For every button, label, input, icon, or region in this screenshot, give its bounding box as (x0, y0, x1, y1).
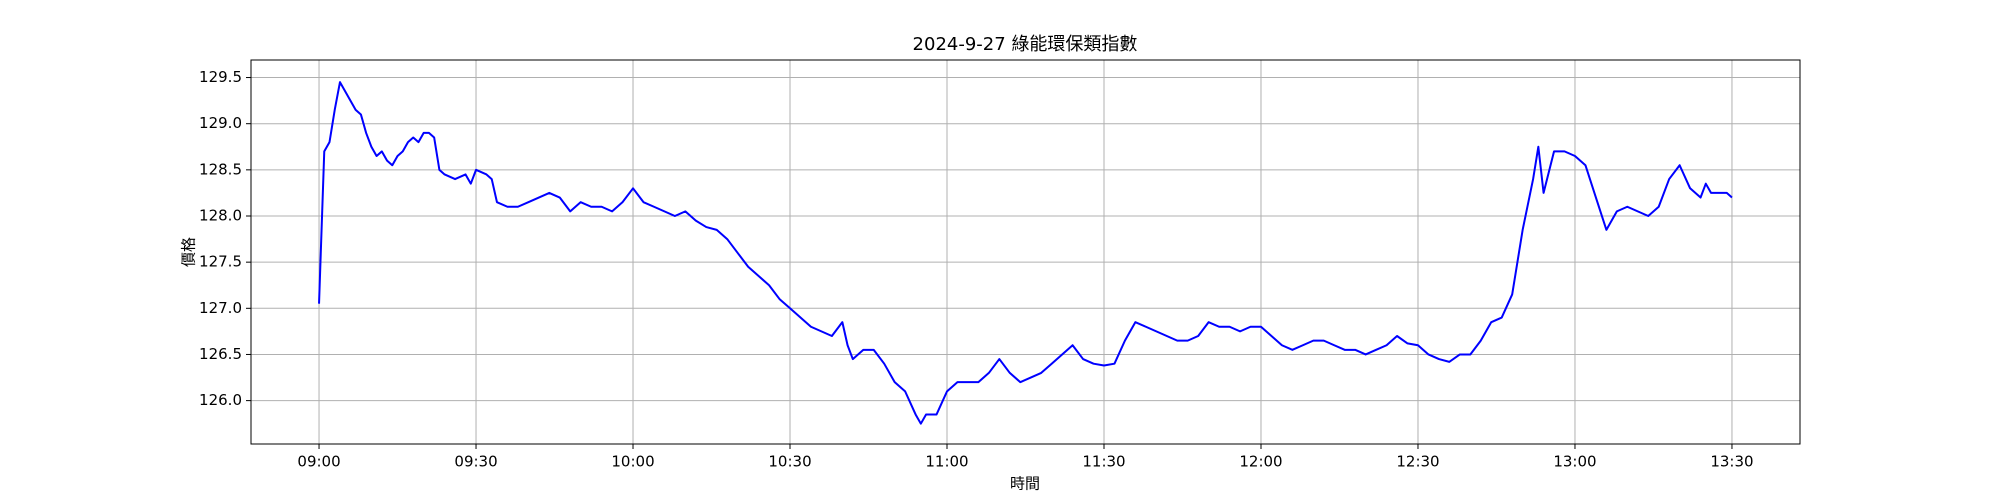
x-tick-label: 13:00 (1553, 453, 1596, 471)
x-tick-label: 11:00 (925, 453, 968, 471)
x-tick-label: 13:30 (1710, 453, 1753, 471)
y-tick-label: 127.0 (199, 299, 242, 317)
y-tick-label: 127.5 (199, 253, 242, 271)
chart-title: 2024-9-27 綠能環保類指數 (913, 34, 1138, 55)
x-tick-label: 09:00 (297, 453, 340, 471)
y-axis-label: 價格 (180, 237, 198, 267)
y-tick-label: 129.0 (199, 114, 242, 132)
x-tick-label: 12:30 (1396, 453, 1439, 471)
x-tick-label: 09:30 (454, 453, 497, 471)
x-tick-label: 10:30 (768, 453, 811, 471)
x-tick-label: 12:00 (1239, 453, 1282, 471)
y-tick-label: 126.5 (199, 345, 242, 363)
y-tick-label: 128.0 (199, 207, 242, 225)
plot-frame (250, 59, 1801, 445)
y-tick-label: 126.0 (199, 391, 242, 409)
y-tick-label: 128.5 (199, 160, 242, 178)
x-axis-label: 時間 (1010, 475, 1040, 493)
x-tick-label: 11:30 (1082, 453, 1125, 471)
y-tick-label: 129.5 (199, 68, 242, 86)
x-tick-label: 10:00 (611, 453, 654, 471)
price-line (318, 81, 1733, 425)
